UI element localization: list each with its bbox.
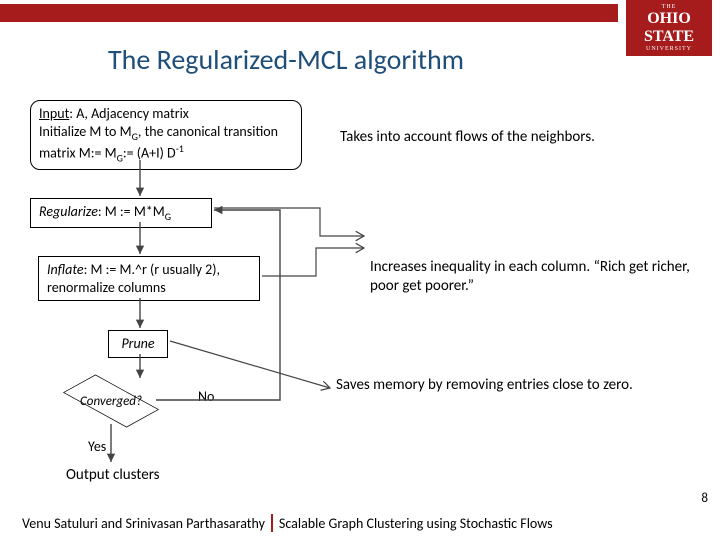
annotation-memory: Saves memory by removing entries close t… (336, 376, 666, 395)
label-yes: Yes (88, 438, 106, 455)
footer-divider (271, 514, 273, 532)
label-no: No (198, 388, 214, 405)
node-regularize: Regularize: M := M*MG (30, 198, 212, 228)
logo-state: STATE (644, 28, 694, 46)
node-input: Input: A, Adjacency matrix Initialize M … (30, 100, 302, 170)
annotation-inequality: Increases inequality in each column. “Ri… (370, 258, 690, 296)
logo-university: UNIVERSITY (646, 46, 692, 53)
logo-the: THE (662, 4, 677, 11)
footer-title: Scalable Graph Clustering using Stochast… (279, 515, 553, 532)
university-logo: THE OHIO STATE UNIVERSITY (626, 0, 712, 56)
logo-ohio: OHIO (647, 10, 691, 28)
node-output: Output clusters (66, 466, 160, 484)
annotation-neighbors: Takes into account flows of the neighbor… (340, 128, 690, 147)
node-prune: Prune (108, 330, 168, 358)
footer: Venu Satuluri and Srinivasan Parthasarat… (22, 514, 553, 532)
page-title: The Regularized-MCL algorithm (108, 42, 464, 77)
node-inflate: Inflate: M := M.^r (r usually 2), renorm… (38, 256, 260, 301)
node-converged: Converged? (66, 378, 156, 424)
page-number: 8 (701, 491, 708, 506)
footer-authors: Venu Satuluri and Srinivasan Parthasarat… (22, 515, 265, 532)
header-bar (0, 4, 618, 22)
